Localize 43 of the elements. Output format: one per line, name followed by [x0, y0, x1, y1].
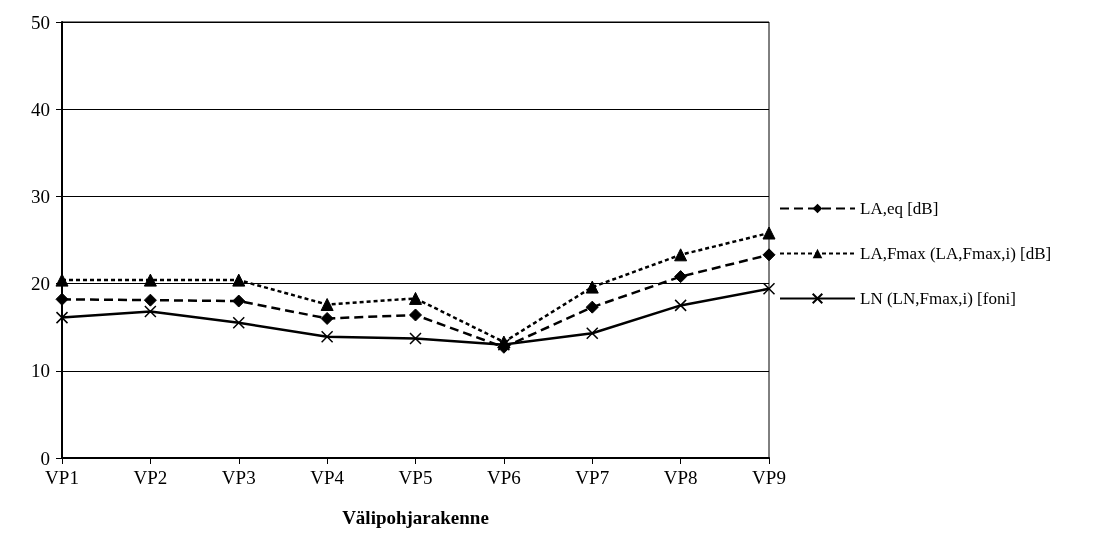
legend-label: LN (LN,Fmax,i) [foni] [860, 289, 1016, 308]
point [144, 305, 157, 318]
point [320, 330, 334, 344]
x-tick-label: VP1 [45, 467, 79, 488]
y-tick-label: 50 [31, 11, 50, 33]
point [674, 299, 687, 312]
point [409, 332, 422, 345]
x-tick-label: VP3 [221, 467, 256, 488]
point [55, 292, 69, 306]
x-tick-label: VP8 [663, 467, 698, 488]
x-tick-label: VP7 [575, 467, 610, 488]
legend-label: LA,eq [dB] [860, 199, 939, 218]
point [674, 248, 688, 262]
x-tick-label: VP6 [486, 467, 521, 488]
x-tick-label: VP9 [752, 467, 786, 488]
point [585, 280, 599, 294]
point [55, 311, 69, 324]
x-tick-label: VP4 [310, 467, 345, 488]
point [586, 327, 599, 340]
point [762, 248, 776, 262]
point [585, 300, 599, 314]
y-tick-label: 20 [31, 273, 50, 295]
point [409, 308, 422, 322]
point [143, 273, 157, 287]
point [762, 282, 776, 296]
point [55, 273, 69, 287]
y-tick-label: 40 [31, 98, 50, 120]
point [143, 293, 157, 307]
y-tick-label: 10 [31, 360, 50, 382]
point [320, 298, 334, 312]
point [320, 311, 334, 325]
x-tick-label: VP2 [133, 467, 168, 488]
x-axis-title: Välipohjarakenne [342, 507, 489, 528]
point [674, 270, 688, 284]
x-tick-label: VP5 [398, 467, 433, 488]
y-tick-label: 30 [31, 185, 50, 207]
point [232, 294, 246, 308]
legend-label: LA,Fmax (LA,Fmax,i) [dB] [860, 244, 1052, 263]
point [409, 291, 422, 305]
point [232, 273, 246, 287]
point [232, 316, 245, 330]
y-tick-label: 0 [40, 447, 50, 469]
point [762, 226, 776, 240]
